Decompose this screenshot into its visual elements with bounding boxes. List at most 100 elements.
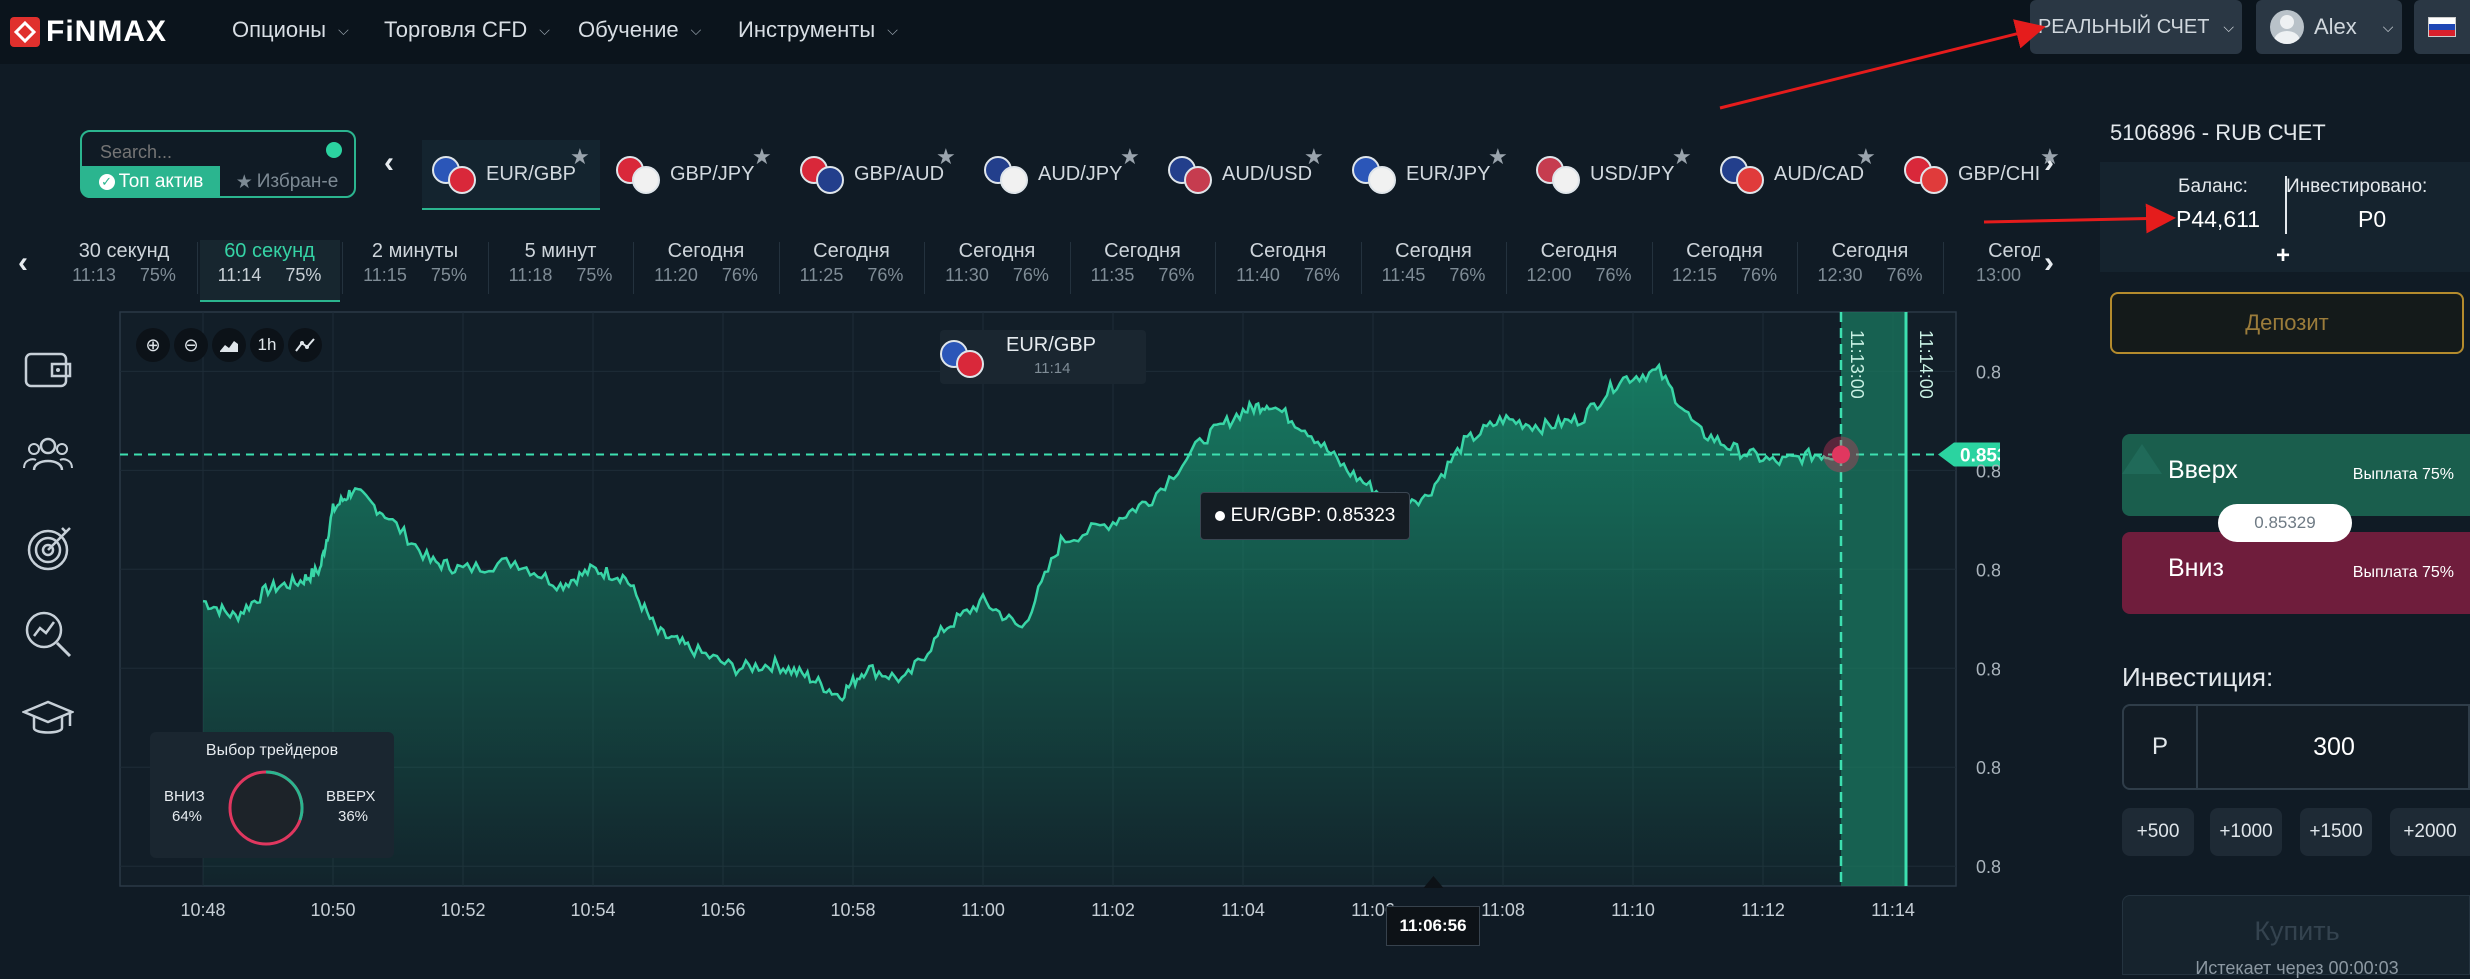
assets-next-arrow[interactable]: › <box>2044 146 2054 179</box>
dot-icon <box>1214 511 1225 521</box>
add-funds-plus[interactable]: + <box>2276 242 2291 269</box>
education-cap-icon[interactable] <box>22 692 74 744</box>
expiry-option[interactable]: Сегодня 11:45 76% <box>1364 240 1504 300</box>
expiry-option[interactable]: 60 секунд 11:14 75% <box>199 240 340 302</box>
zoom-in-icon[interactable]: ⊕ <box>136 328 170 362</box>
expiry-option[interactable]: 30 секунд 11:13 75% <box>54 240 194 300</box>
favorite-star-icon[interactable]: ★ <box>1856 144 1876 169</box>
expiry-option[interactable]: Сегодня 11:35 76% <box>1073 240 1213 300</box>
down-button[interactable]: Вниз Выплата 75% <box>2122 532 2470 614</box>
expiry-label: 2 минуты <box>371 240 459 262</box>
expiry-payout: 76% <box>1449 265 1486 285</box>
expiry-divider <box>1360 242 1362 294</box>
user-menu[interactable]: Alex ⌵ <box>2256 0 2402 54</box>
expiry-option[interactable]: Сегодня 11:40 76% <box>1218 240 1358 300</box>
favorite-star-icon[interactable]: ★ <box>2040 144 2060 169</box>
chevron-down-icon: ⌵ <box>539 21 550 38</box>
asset-item[interactable]: GBP/CHI ★ <box>1894 140 2070 208</box>
traders-up-label: ВВЕРХ <box>326 788 376 805</box>
asset-item[interactable]: AUD/USD ★ <box>1158 140 1334 208</box>
expiry-option[interactable]: Сегодня 12:15 76% <box>1655 240 1795 300</box>
timeframe-button[interactable]: 1h <box>250 328 284 362</box>
wallet-icon[interactable] <box>22 344 74 396</box>
expiry-option[interactable]: Сегод 13:007 <box>1946 240 2040 300</box>
analytics-search-icon[interactable] <box>22 608 74 660</box>
expiry-option[interactable]: Сегодня 12:30 76% <box>1800 240 1940 300</box>
buy-button[interactable]: Купить <box>2254 916 2340 946</box>
favorite-star-icon[interactable]: ★ <box>1120 144 1140 169</box>
account-type-dropdown[interactable]: РЕАЛЬНЫЙ СЧЕТ ⌵ <box>2030 0 2242 54</box>
expiry-option[interactable]: 5 минут 11:18 75% <box>491 240 631 300</box>
buy-panel: Купить Истекает через 00:00:03 <box>2122 895 2470 978</box>
asset-item[interactable]: GBP/AUD ★ <box>790 140 966 208</box>
favorite-star-icon[interactable]: ★ <box>570 144 590 169</box>
chart-type-icon[interactable] <box>212 328 246 362</box>
asset-name: AUD/CAD <box>1774 162 1865 185</box>
asset-item[interactable]: EUR/JPY ★ <box>1342 140 1518 208</box>
expiry-option[interactable]: Сегодня 11:30 76% <box>927 240 1067 300</box>
expiry-time-payout: 12:00 76% <box>1509 265 1649 286</box>
favorite-star-icon[interactable]: ★ <box>936 144 956 169</box>
traders-down-label: ВНИЗ <box>164 788 205 805</box>
favorite-star-icon[interactable]: ★ <box>1304 144 1324 169</box>
expiry-list: 30 секунд 11:13 75% 60 секунд 11:14 75% 2 мину… <box>0 0 2040 320</box>
expiry-option[interactable]: 2 минуты 11:15 75% <box>345 240 485 300</box>
language-selector[interactable] <box>2414 0 2470 54</box>
favorite-star-icon[interactable]: ★ <box>1672 144 1692 169</box>
quick-amount-500[interactable]: +500 <box>2122 808 2194 856</box>
asset-search-input[interactable] <box>98 138 322 166</box>
logo[interactable]: FiNMAX <box>10 10 167 54</box>
expiry-option[interactable]: Сегодня 11:20 76% <box>636 240 776 300</box>
asset-item[interactable]: AUD/CAD ★ <box>1710 140 1886 208</box>
up-button[interactable]: Вверх Выплата 75% <box>2122 434 2470 516</box>
asset-item[interactable]: EUR/GBP ★ <box>422 140 600 210</box>
price-chart[interactable]: 11:13:00 11:14:00 0.85329 0.85350 0.85325 0.8… <box>0 300 2000 940</box>
investment-amount-input[interactable]: 300 <box>2313 732 2355 761</box>
expiry-payout: 76% <box>721 265 758 285</box>
x-tick-label: 11:02 <box>1091 900 1135 920</box>
tab-favorites[interactable]: ★ Избран-е <box>220 166 354 198</box>
favorite-star-icon[interactable]: ★ <box>1488 144 1508 169</box>
tab-top-assets[interactable]: ✓ Топ актив <box>82 166 220 198</box>
asset-item[interactable]: USD/JPY ★ <box>1526 140 1702 208</box>
chart-asset-title: EUR/GBP 11:14 <box>940 330 1146 384</box>
y-tick-label: 0.85275 <box>1976 659 2000 679</box>
crosshair-tooltip-text: EUR/GBP: 0.85323 <box>1230 505 1396 526</box>
expiry-time: 12:00 <box>1526 265 1572 285</box>
expiry-prev-arrow[interactable]: ‹ <box>18 246 28 279</box>
expiry-option[interactable]: Сегодня 12:00 76% <box>1509 240 1649 300</box>
check-icon: ✓ <box>98 174 115 190</box>
favorite-star-icon[interactable]: ★ <box>752 144 772 169</box>
nav-education[interactable]: Обучение ⌵ <box>578 0 701 60</box>
assets-prev-arrow[interactable]: ‹ <box>384 146 394 179</box>
zoom-out-icon[interactable]: ⊖ <box>174 328 208 362</box>
tab-favorites-label: Избран-е <box>256 171 339 192</box>
asset-search-box: ✓ Топ актив ★ Избран-е <box>80 130 356 198</box>
quick-amount-2000[interactable]: +2000 <box>2390 808 2470 856</box>
expiry-payout: 76% <box>1886 265 1923 285</box>
quick-amount-1000[interactable]: +1000 <box>2210 808 2282 856</box>
current-price-pill: 0.85329 <box>2218 504 2352 542</box>
expiry-option[interactable]: Сегодня 11:25 76% <box>782 240 922 300</box>
expiry-time-payout: 12:30 76% <box>1800 265 1940 286</box>
chevron-down-icon: ⌵ <box>690 21 702 38</box>
traders-choice-title: Выбор трейдеров <box>205 742 339 759</box>
users-icon[interactable] <box>22 428 74 480</box>
top-bar: FiNMAX Опционы ⌵ Торговля CFD ⌵ Обучение ⌵ … <box>0 0 2470 64</box>
expiry-next-arrow[interactable]: › <box>2044 246 2054 279</box>
x-tick-label: 11:00 <box>961 900 1005 920</box>
nav-tools[interactable]: Инструменты ⌵ <box>738 0 898 60</box>
expiry-label: Сегодня <box>958 240 1036 262</box>
asset-item[interactable]: AUD/JPY ★ <box>974 140 1150 208</box>
y-tick-label: 0.85250 <box>1976 758 2000 778</box>
nav-cfd[interactable]: Торговля CFD ⌵ <box>384 0 550 60</box>
expiry-divider <box>1069 242 1071 294</box>
indicators-icon[interactable] <box>288 328 322 362</box>
asset-item[interactable]: GBP/JPY ★ <box>606 140 782 208</box>
expiry-payout: 76% <box>1012 265 1049 285</box>
current-point <box>1832 445 1850 464</box>
quick-amount-1500[interactable]: +1500 <box>2300 808 2372 856</box>
nav-options[interactable]: Опционы ⌵ <box>232 0 349 60</box>
deposit-button[interactable]: Депозит <box>2110 292 2464 354</box>
target-icon[interactable] <box>22 522 74 574</box>
